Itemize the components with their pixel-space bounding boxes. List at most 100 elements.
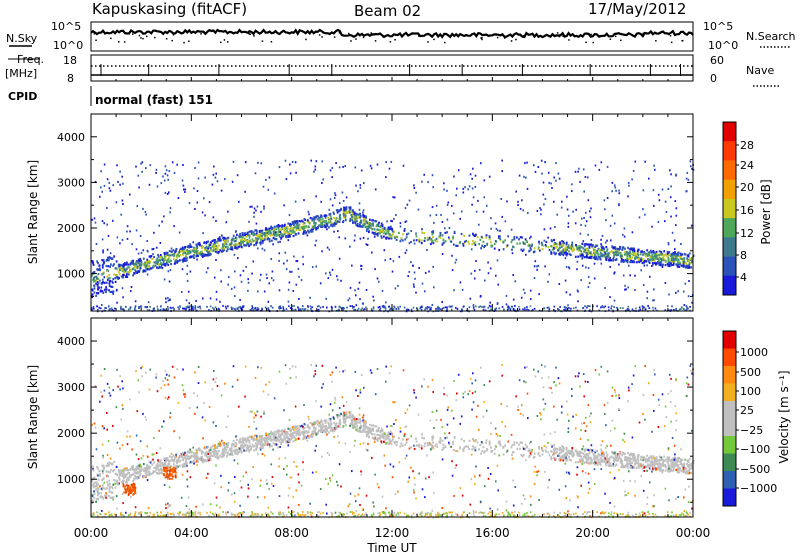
power-cell xyxy=(310,228,313,231)
power-cell xyxy=(653,299,655,302)
velocity-cell xyxy=(333,421,336,424)
power-cell xyxy=(684,282,687,285)
power-cell xyxy=(224,305,227,308)
power-cell xyxy=(100,286,103,289)
power-cell xyxy=(647,305,649,307)
power-cell xyxy=(192,308,194,311)
power-cell xyxy=(374,188,377,191)
velocity-cell xyxy=(311,435,314,438)
power-cell xyxy=(117,263,120,266)
power-cell xyxy=(678,265,681,268)
velocity-cell xyxy=(610,464,613,467)
power-cell xyxy=(97,273,100,276)
power-cell xyxy=(245,244,248,247)
power-cell xyxy=(608,255,610,258)
power-cell xyxy=(351,305,353,308)
power-cell xyxy=(543,239,546,242)
power-cell xyxy=(648,252,650,256)
power-cell xyxy=(358,216,361,219)
power-cell xyxy=(162,262,165,265)
power-cell xyxy=(615,257,618,261)
power-cell xyxy=(173,225,175,228)
power-cell xyxy=(206,240,208,244)
power-cell xyxy=(279,240,281,243)
power-cell xyxy=(318,216,321,219)
power-cell xyxy=(196,258,198,261)
power-cell xyxy=(437,305,439,308)
power-cell xyxy=(289,307,292,309)
power-cell xyxy=(268,227,271,230)
power-cell xyxy=(415,239,418,242)
power-cell xyxy=(560,245,563,248)
power-cell xyxy=(303,218,306,220)
power-cell xyxy=(390,160,393,163)
power-cell xyxy=(664,282,667,284)
power-cell xyxy=(302,220,304,223)
power-cell xyxy=(213,244,216,247)
power-cell xyxy=(265,228,268,231)
power-cell xyxy=(364,308,366,310)
power-cell xyxy=(483,179,486,182)
power-cell xyxy=(444,227,446,230)
power-cell xyxy=(139,263,142,266)
power-cell xyxy=(315,265,317,268)
power-cell xyxy=(544,198,547,200)
velocity-cell xyxy=(579,454,581,457)
power-cell xyxy=(593,248,596,252)
power-cell xyxy=(536,268,538,271)
power-cell xyxy=(646,254,649,257)
power-cell xyxy=(596,258,599,261)
velocity-cell xyxy=(325,419,328,422)
velocity-cell xyxy=(105,494,108,497)
power-cell xyxy=(633,247,635,250)
power-cell xyxy=(231,308,233,310)
velocity-cell xyxy=(245,444,247,447)
velocity-cell xyxy=(624,464,627,467)
power-cell xyxy=(259,241,262,244)
power-cell xyxy=(556,242,559,245)
power-cell xyxy=(144,261,146,264)
velocity-cell xyxy=(356,429,359,432)
nsky-tick-top: 10^5 xyxy=(51,20,81,33)
nsky-dot xyxy=(380,34,383,36)
power-cell xyxy=(307,305,309,307)
power-cell xyxy=(464,186,466,189)
velocity-cell xyxy=(529,449,531,453)
velocity-cell xyxy=(95,500,97,503)
power-cell xyxy=(310,159,312,162)
velocity-cell xyxy=(399,445,402,448)
power-cell xyxy=(567,244,570,247)
velocity-cell xyxy=(133,468,135,471)
power-cell xyxy=(204,248,206,251)
power-cell xyxy=(102,249,104,252)
power-cell xyxy=(610,307,612,310)
power-cell xyxy=(201,211,204,214)
power-cell xyxy=(243,233,245,236)
power-cell xyxy=(655,254,658,257)
velocity-cell xyxy=(246,438,248,442)
power-cell xyxy=(516,236,518,239)
power-cell xyxy=(216,247,219,250)
power-cell xyxy=(108,282,111,285)
power-cell xyxy=(208,309,210,311)
power-cell xyxy=(116,274,119,277)
velocity-cell xyxy=(610,455,613,458)
velocity-cell xyxy=(651,459,654,462)
power-cell xyxy=(577,247,580,250)
power-cell xyxy=(588,256,591,259)
power-cell xyxy=(243,237,246,240)
velocity-cell xyxy=(587,448,590,452)
power-cell xyxy=(541,248,544,251)
velocity-cell xyxy=(357,430,360,433)
power-cell xyxy=(384,229,387,232)
power-cell xyxy=(328,220,331,223)
power-cell xyxy=(313,170,315,173)
velocity-cell xyxy=(351,421,353,424)
velocity-cell xyxy=(138,465,141,469)
nsky-dot xyxy=(204,32,207,35)
power-cell xyxy=(264,234,266,237)
power-cell xyxy=(278,259,280,262)
power-cell xyxy=(626,255,629,258)
power-cell xyxy=(264,228,267,231)
power-cell xyxy=(200,251,203,254)
